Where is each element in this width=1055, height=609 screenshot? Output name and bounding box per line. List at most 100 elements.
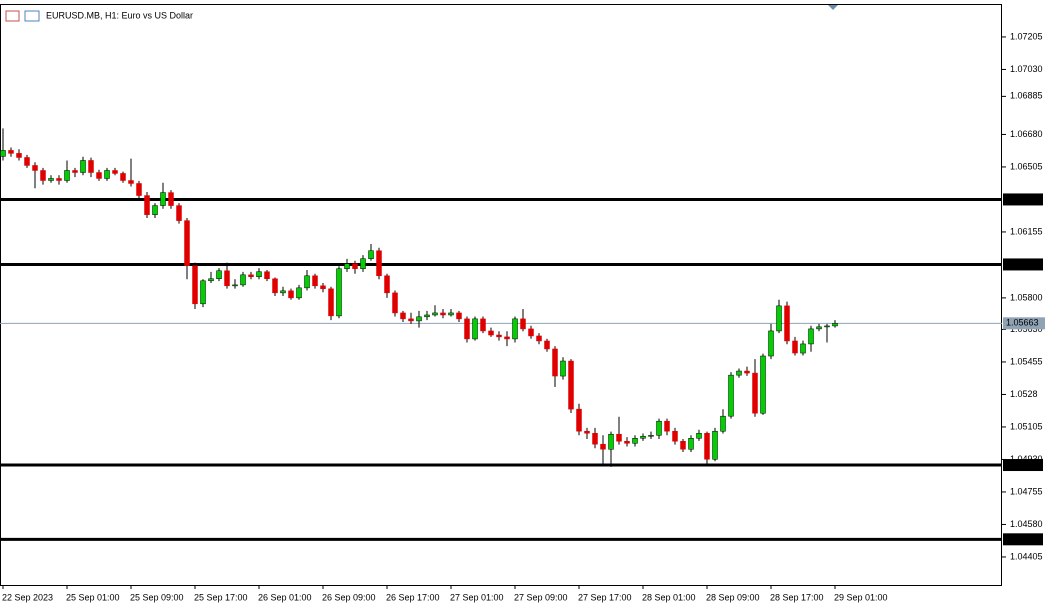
- x-tick-label: 27 Sep 01:00: [450, 592, 504, 602]
- candle-body: [0, 150, 6, 157]
- candle-body: [352, 263, 358, 269]
- y-tick-label: 1.04755: [1010, 486, 1043, 496]
- candle-body: [432, 312, 438, 316]
- y-tick-label: 1.06505: [1010, 161, 1043, 171]
- candle-body: [120, 173, 126, 181]
- candle-body: [712, 430, 718, 460]
- icon: [24, 10, 40, 22]
- candle-body: [672, 430, 678, 442]
- x-tick-label: 28 Sep 09:00: [706, 592, 760, 602]
- candle-body: [136, 183, 142, 196]
- candle-body: [472, 318, 478, 340]
- candle-body: [784, 305, 790, 342]
- candle-body: [288, 290, 294, 299]
- level-box: [1003, 459, 1043, 472]
- candle-body: [448, 312, 454, 316]
- candle-body: [768, 330, 774, 357]
- x-tick-label: 25 Sep 09:00: [130, 592, 184, 602]
- candle-body: [144, 195, 150, 215]
- candle-body: [200, 280, 206, 305]
- candle-body: [320, 285, 326, 290]
- candle-body: [832, 323, 838, 327]
- x-tick-label: 25 Sep 17:00: [194, 592, 248, 602]
- candle-body: [688, 438, 694, 450]
- candle-body: [24, 157, 30, 166]
- candle-body: [8, 150, 14, 154]
- y-tick-label: 1.0528: [1010, 389, 1038, 399]
- candle-body: [616, 433, 622, 442]
- candle-body: [752, 372, 758, 414]
- candle-body: [368, 250, 374, 259]
- candle-body: [400, 312, 406, 320]
- candle-body: [744, 370, 750, 374]
- candle-body: [296, 287, 302, 299]
- y-tick-label: 1.07030: [1010, 64, 1043, 74]
- x-tick-label: 28 Sep 01:00: [642, 592, 696, 602]
- candle-body: [168, 192, 174, 206]
- candle-body: [192, 265, 198, 305]
- candle-body: [512, 318, 518, 340]
- candle-body: [720, 415, 726, 432]
- title-icons: [5, 10, 40, 22]
- candle-body: [56, 178, 62, 181]
- candle-body: [584, 430, 590, 434]
- candle-body: [520, 318, 526, 330]
- candle-body: [408, 318, 414, 322]
- candle-body: [824, 325, 830, 328]
- candle-body: [760, 355, 766, 414]
- candle-body: [416, 316, 422, 322]
- candle-body: [240, 274, 246, 286]
- candle-body: [464, 318, 470, 340]
- candle-body: [792, 340, 798, 354]
- candle-body: [152, 205, 158, 215]
- candle-body: [496, 334, 502, 338]
- candle-body: [440, 312, 446, 316]
- x-tick-label: 27 Sep 17:00: [578, 592, 632, 602]
- candle-body: [264, 271, 270, 279]
- x-tick-label: 25 Sep 01:00: [66, 592, 120, 602]
- candle-body: [696, 433, 702, 439]
- candle-body: [808, 328, 814, 345]
- candle-body: [376, 250, 382, 277]
- candle-body: [232, 284, 238, 287]
- candle-body: [648, 435, 654, 437]
- candle-body: [344, 263, 350, 269]
- x-tick-label: 27 Sep 09:00: [514, 592, 568, 602]
- level-label: 1.06330: [1006, 194, 1039, 204]
- candle-body: [576, 408, 582, 432]
- y-tick-label: 1.07205: [1010, 31, 1043, 41]
- x-tick-label: 28 Sep 17:00: [770, 592, 824, 602]
- candle-body: [216, 270, 222, 279]
- x-tick-label: 26 Sep 09:00: [322, 592, 376, 602]
- candle-body: [248, 274, 254, 277]
- y-tick-label: 1.06885: [1010, 91, 1043, 101]
- candle-body: [592, 433, 598, 445]
- candle-body: [96, 172, 102, 179]
- y-tick-label: 1.05800: [1010, 292, 1043, 302]
- candle-body: [456, 312, 462, 320]
- candle-body: [88, 160, 94, 173]
- level-box: [1003, 258, 1043, 271]
- level-label: 1.05980: [1006, 259, 1039, 269]
- y-tick-label: 1.06680: [1010, 129, 1043, 139]
- candle-body: [208, 278, 214, 282]
- candle-body: [360, 258, 366, 269]
- chart-title: EURUSD.MB, H1: Euro vs US Dollar: [46, 10, 193, 20]
- candle-body: [384, 275, 390, 294]
- level-box: [1003, 533, 1043, 546]
- candle-body: [704, 433, 710, 460]
- candle-body: [328, 288, 334, 317]
- candle-body: [424, 314, 430, 318]
- y-tick-label: 1.04930: [1010, 454, 1043, 464]
- candle-body: [624, 441, 630, 444]
- candle-body: [664, 420, 670, 432]
- candle-body: [392, 292, 398, 314]
- candle-body: [544, 340, 550, 350]
- level-label: 1.04900: [1006, 459, 1039, 469]
- icon: [5, 10, 20, 22]
- candle-body: [736, 370, 742, 376]
- candle-body: [72, 170, 78, 173]
- plot-frame: [0, 4, 1002, 586]
- candle-body: [728, 374, 734, 417]
